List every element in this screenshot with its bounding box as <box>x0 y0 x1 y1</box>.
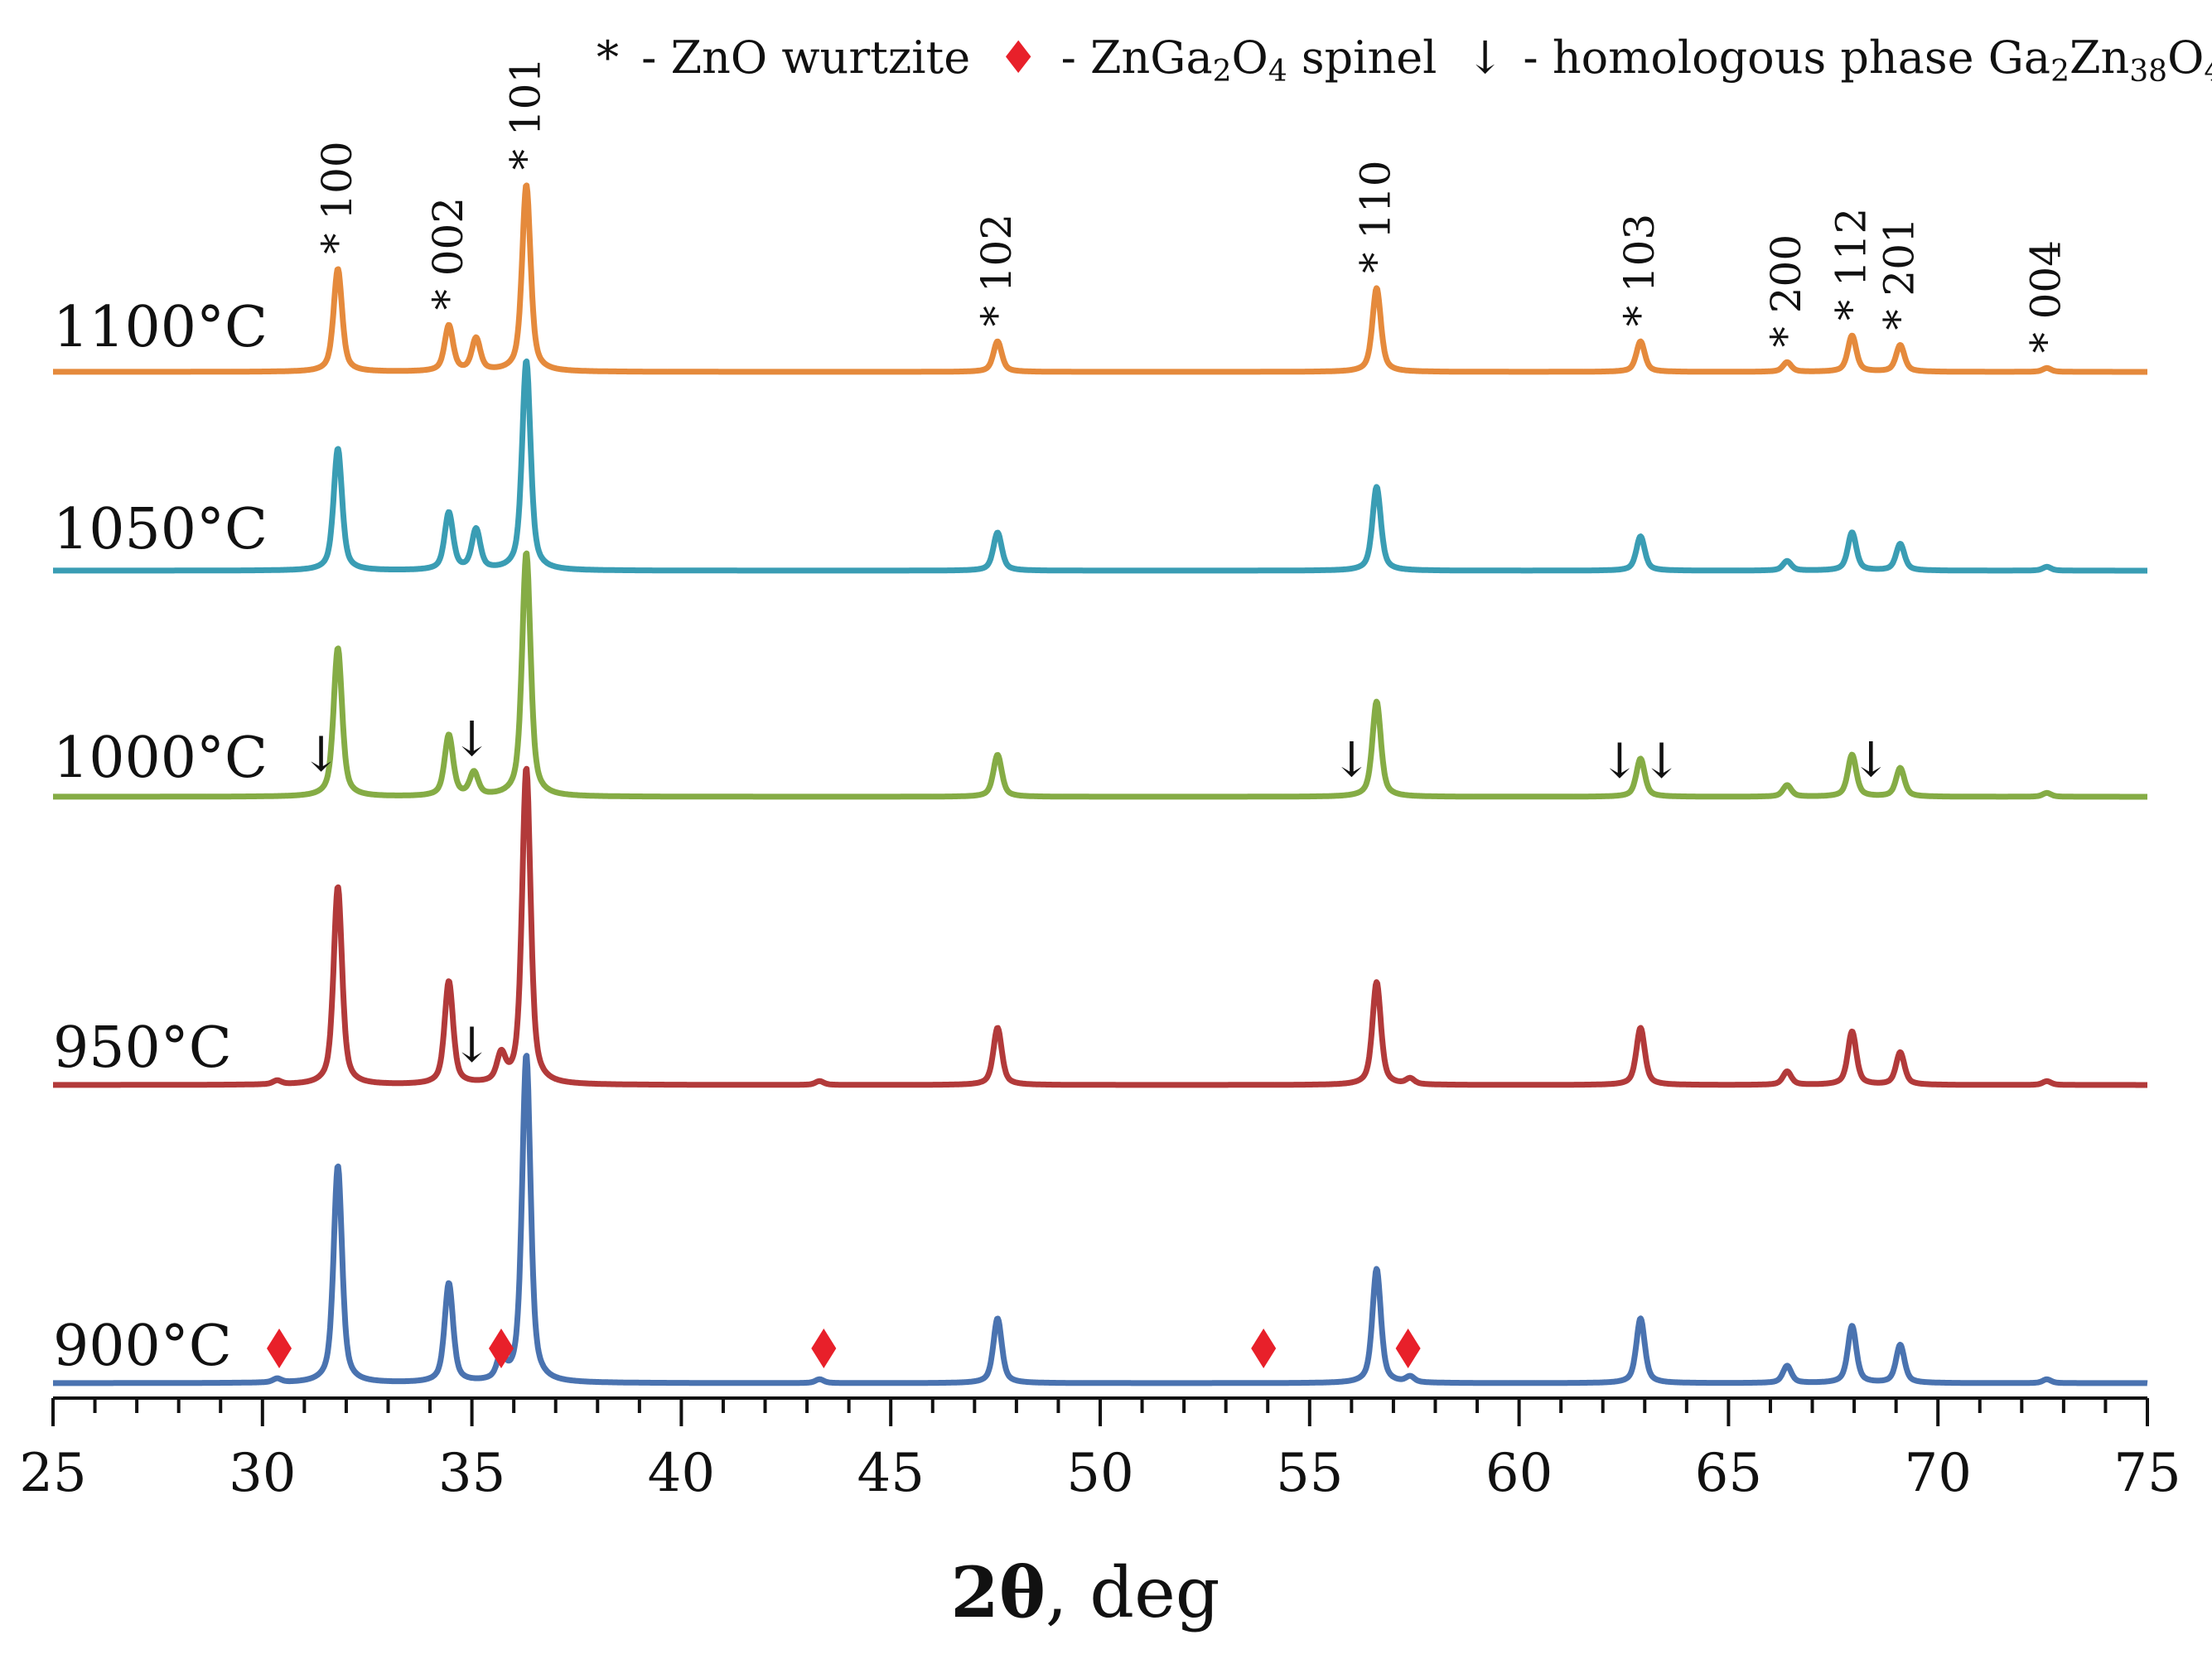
series-label-900: 900°C <box>53 1314 232 1379</box>
legend-item-zno: * - ZnO wurtzite <box>596 31 970 84</box>
hkl-label-102: * 102 <box>973 214 1021 326</box>
hkl-label-112: * 112 <box>1828 208 1876 321</box>
hkl-label-002: * 002 <box>424 197 472 310</box>
x-tick-label-25: 25 <box>19 1443 86 1504</box>
x-tick-label-70: 70 <box>1904 1443 1971 1504</box>
homologous-arrow-marker: ↓ <box>1600 732 1640 789</box>
x-tick-label-55: 55 <box>1276 1443 1343 1504</box>
x-tick-label-45: 45 <box>857 1443 924 1504</box>
homologous-arrow-marker: ↓ <box>301 726 341 782</box>
spinel-diamond-marker <box>811 1329 837 1368</box>
hkl-label-004: * 004 <box>2022 240 2070 353</box>
homologous-arrow-marker: ↓ <box>452 1017 492 1073</box>
series-line-950 <box>51 765 2150 1088</box>
hkl-label-200: * 200 <box>1762 234 1810 347</box>
series-line-1000 <box>51 550 2150 800</box>
legend-item-homologous: ↓ - homologous phase Ga2Zn38O48 <box>1466 31 2212 89</box>
homologous-arrow-marker: ↓ <box>1851 731 1891 788</box>
x-tick-label-35: 35 <box>438 1443 505 1504</box>
legend: * - ZnO wurtzite ♦ - ZnGa2O4 spinel ↓ - … <box>596 31 2212 89</box>
series-label-1000: 1000°C <box>53 726 268 791</box>
spinel-diamond-marker <box>488 1329 514 1368</box>
x-axis: 25 30 35 40 45 50 55 60 65 70 75 <box>19 1396 2181 1504</box>
x-tick-label-40: 40 <box>648 1443 715 1504</box>
series-line-1050 <box>51 358 2150 574</box>
series-label-1050: 1050°C <box>53 497 268 562</box>
series-label-950: 950°C <box>53 1015 232 1081</box>
spinel-diamond-marker <box>1251 1329 1277 1368</box>
series-line-900 <box>51 1053 2150 1387</box>
hkl-label-100: * 100 <box>313 141 361 253</box>
spinel-diamond-marker <box>267 1329 292 1368</box>
hkl-label-101: * 101 <box>501 57 549 170</box>
hkl-label-201: * 201 <box>1876 217 1924 330</box>
x-tick-label-60: 60 <box>1485 1443 1553 1504</box>
curves <box>51 182 2150 1387</box>
x-tick-label-30: 30 <box>229 1443 296 1504</box>
x-tick-label-50: 50 <box>1066 1443 1133 1504</box>
x-tick-label-75: 75 <box>2113 1443 2181 1504</box>
x-axis-title: 2θ, deg <box>950 1551 1219 1633</box>
homologous-arrow-marker: ↓ <box>1641 732 1682 789</box>
x-tick-label-65: 65 <box>1695 1443 1762 1504</box>
homologous-arrow-marker: ↓ <box>1331 731 1372 788</box>
series-line-1100 <box>51 182 2150 375</box>
hkl-label-110: * 110 <box>1352 160 1400 272</box>
annotations: 1100°C * 100 * 002 * 101 * 102 * 110 * 103 * 20… <box>53 57 2070 1379</box>
homologous-arrow-marker: ↓ <box>452 711 492 767</box>
series-label-1100: 1100°C <box>53 295 268 360</box>
legend-item-spinel: ♦ - ZnGa2O4 spinel <box>998 31 1437 89</box>
hkl-label-103: * 103 <box>1616 214 1664 326</box>
spinel-diamond-marker <box>1395 1329 1421 1368</box>
